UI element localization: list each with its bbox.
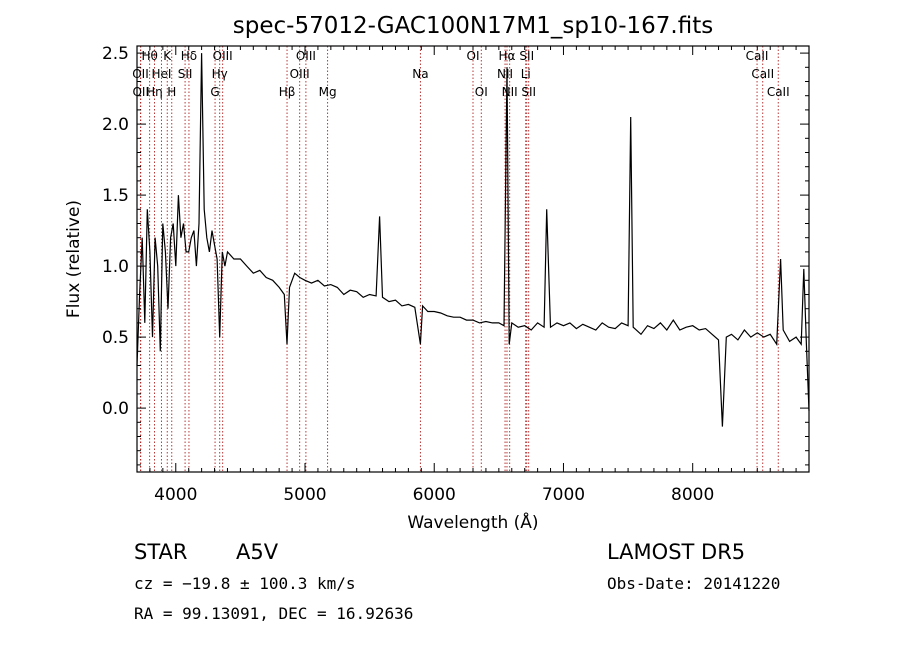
survey-name: LAMOST DR5 — [607, 540, 745, 564]
coordinates: RA = 99.13091, DEC = 16.92636 — [134, 604, 413, 623]
line-marker-label: Mg — [319, 85, 337, 99]
spectrum-line — [136, 53, 810, 427]
y-tick-label: 0.0 — [102, 399, 129, 419]
redshift-velocity: cz = −19.8 ± 100.3 km/s — [134, 574, 356, 593]
line-marker-label: NII — [502, 85, 518, 99]
line-marker-label: K — [163, 49, 172, 63]
x-tick-label: 6000 — [413, 485, 456, 505]
line-marker-label: Hθ — [141, 49, 157, 63]
y-tick-label: 1.0 — [102, 257, 129, 277]
x-tick-label: 8000 — [671, 485, 714, 505]
line-marker-label: NII — [497, 67, 513, 81]
line-marker-label: Hη — [146, 85, 163, 99]
line-marker-label: Hγ — [212, 67, 228, 81]
line-marker-label: Na — [412, 67, 428, 81]
line-marker-label: SII — [519, 49, 534, 63]
y-axis-label: Flux (relative) — [64, 200, 84, 318]
line-marker-label: G — [210, 85, 219, 99]
line-marker-label: Hβ — [279, 85, 296, 99]
line-marker-label: SII — [178, 67, 193, 81]
x-axis-label: Wavelength (Å) — [407, 511, 538, 533]
line-marker-label: OI — [475, 85, 488, 99]
line-marker-label: CaII — [746, 49, 769, 63]
x-tick-label: 4000 — [154, 485, 197, 505]
line-marker-label: H — [167, 85, 176, 99]
chart-title: spec-57012-GAC100N17M1_sp10-167.fits — [233, 13, 713, 39]
x-axis-ticks: 4000 5000 6000 7000 8000 — [136, 46, 810, 505]
line-marker-label: Hδ — [181, 49, 197, 63]
line-marker-label: OII — [132, 67, 149, 81]
line-marker-label: CaII — [767, 85, 790, 99]
object-class: STAR — [134, 540, 187, 564]
line-marker-label: HeI — [151, 67, 171, 81]
x-tick-label: 5000 — [283, 485, 326, 505]
observation-date: Obs-Date: 20141220 — [607, 574, 780, 593]
x-tick-label: 7000 — [542, 485, 585, 505]
line-marker-label: OIII — [213, 49, 233, 63]
y-tick-label: 0.5 — [102, 328, 129, 348]
object-subclass: A5V — [236, 540, 279, 564]
y-tick-label: 2.0 — [102, 115, 129, 135]
line-marker-label: Li — [521, 67, 531, 81]
y-tick-label: 2.5 — [102, 44, 129, 64]
line-marker-label: OI — [467, 49, 480, 63]
y-tick-label: 1.5 — [102, 186, 129, 206]
line-marker-label: OIII — [296, 49, 316, 63]
line-marker-label: OIII — [290, 67, 310, 81]
line-marker-label: SII — [521, 85, 536, 99]
line-marker-label: Hα — [499, 49, 516, 63]
line-marker-label: CaII — [751, 67, 774, 81]
y-axis-ticks: 0.0 0.5 1.0 1.5 2.0 2.5 — [102, 44, 809, 466]
